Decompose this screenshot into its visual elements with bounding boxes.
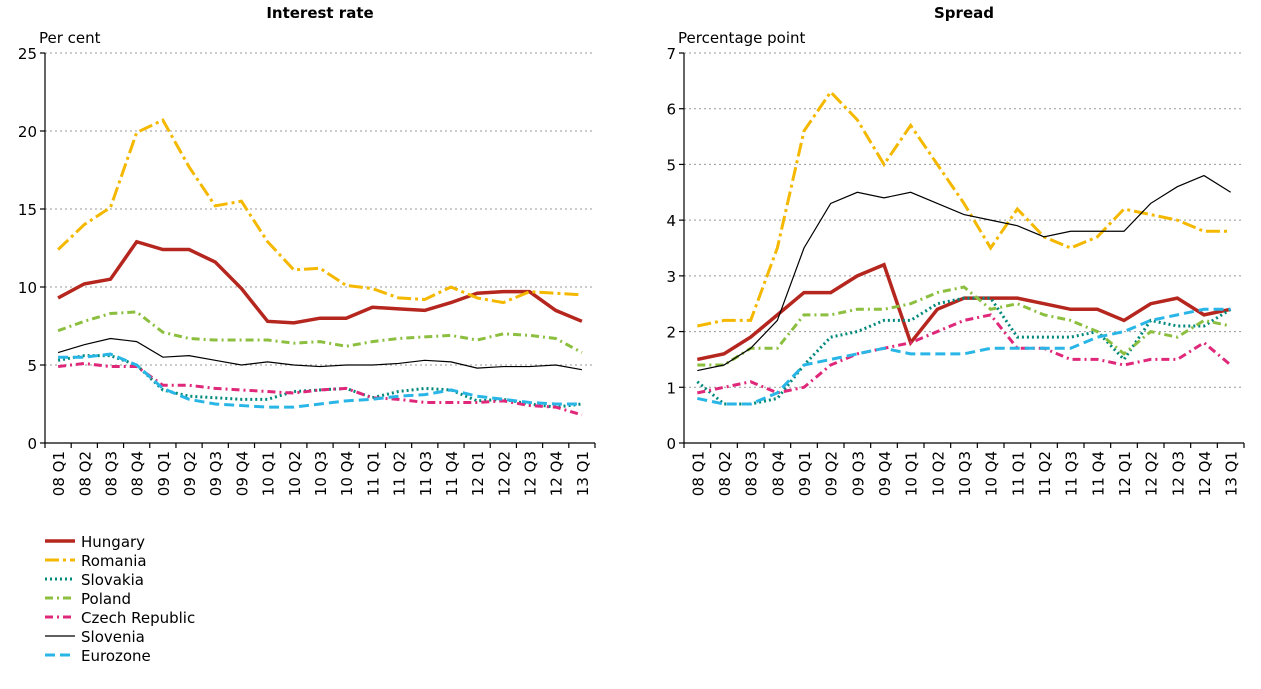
x-tick-label: 08 Q3 <box>102 451 120 496</box>
y-tick-label: 0 <box>27 435 37 453</box>
x-tick-label: 09 Q1 <box>155 451 173 496</box>
y-tick-label: 0 <box>666 435 676 453</box>
y-axis-label: Per cent <box>39 29 101 47</box>
y-tick-label: 7 <box>666 45 676 63</box>
series-line <box>697 174 1231 372</box>
x-tick-label: 10 Q1 <box>903 451 921 496</box>
x-tick-label: 08 Q4 <box>129 451 147 496</box>
y-tick-label: 5 <box>666 156 676 174</box>
x-tick-label: 09 Q4 <box>876 451 894 496</box>
series-line <box>57 118 582 305</box>
y-tick-label: 20 <box>18 123 37 141</box>
legend-label: Slovenia <box>81 628 145 646</box>
x-tick-label: 09 Q2 <box>823 451 841 496</box>
x-tick-label: 08 Q1 <box>50 451 68 496</box>
x-tick-label: 08 Q1 <box>689 451 707 496</box>
y-tick-label: 1 <box>666 379 676 397</box>
legend-label: Czech Republic <box>81 609 195 627</box>
x-tick-label: 10 Q2 <box>929 451 947 496</box>
series-line <box>57 310 583 354</box>
x-tick-label: 11 Q2 <box>1036 451 1054 496</box>
x-tick-label: 09 Q3 <box>207 451 225 496</box>
chart-title: Interest rate <box>266 4 373 22</box>
x-tick-label: 10 Q1 <box>260 451 278 496</box>
y-tick-label: 4 <box>666 212 676 230</box>
x-tick-label: 13 Q1 <box>1223 451 1241 496</box>
x-tick-label: 11 Q4 <box>1089 451 1107 496</box>
y-axis-label: Percentage point <box>678 29 806 47</box>
series-line <box>697 89 1231 328</box>
chart-title: Spread <box>934 4 994 22</box>
x-tick-label: 10 Q3 <box>312 451 330 496</box>
legend-label: Slovakia <box>81 571 144 589</box>
x-tick-label: 12 Q2 <box>495 451 513 496</box>
x-tick-label: 08 Q3 <box>743 451 761 496</box>
x-tick-label: 11 Q1 <box>364 451 382 496</box>
y-tick-label: 25 <box>18 45 37 63</box>
x-tick-label: 12 Q4 <box>548 451 566 496</box>
series-line <box>57 361 583 417</box>
series-line <box>697 285 1231 367</box>
x-tick-label: 11 Q2 <box>391 451 409 496</box>
x-tick-label: 11 Q1 <box>1009 451 1027 496</box>
x-tick-label: 11 Q3 <box>417 451 435 496</box>
y-tick-label: 10 <box>18 279 37 297</box>
series-line <box>697 307 1231 406</box>
series-line <box>696 296 1232 406</box>
x-tick-label: 12 Q4 <box>1196 451 1214 496</box>
y-tick-label: 15 <box>18 201 37 219</box>
x-tick-label: 09 Q2 <box>181 451 199 496</box>
x-tick-label: 12 Q3 <box>1169 451 1187 496</box>
series-line <box>696 262 1232 362</box>
x-tick-label: 10 Q4 <box>983 451 1001 496</box>
y-tick-label: 2 <box>666 324 676 342</box>
x-tick-label: 09 Q3 <box>849 451 867 496</box>
x-tick-label: 10 Q3 <box>956 451 974 496</box>
series-line <box>58 352 582 409</box>
legend-label: Romania <box>81 552 147 570</box>
series-line <box>697 313 1232 395</box>
x-tick-label: 08 Q2 <box>716 451 734 496</box>
series-line <box>57 337 583 371</box>
y-tick-label: 5 <box>27 357 37 375</box>
x-tick-label: 12 Q1 <box>469 451 487 496</box>
legend-label: Hungary <box>81 533 145 551</box>
x-tick-label: 12 Q3 <box>522 451 540 496</box>
x-tick-label: 11 Q3 <box>1063 451 1081 496</box>
legend-label: Eurozone <box>81 647 151 665</box>
x-tick-label: 09 Q1 <box>796 451 814 496</box>
series-line <box>57 354 583 409</box>
x-tick-label: 12 Q1 <box>1116 451 1134 496</box>
y-tick-label: 3 <box>666 268 676 286</box>
legend-label: Poland <box>81 590 131 608</box>
x-tick-label: 08 Q2 <box>76 451 94 496</box>
y-tick-label: 6 <box>666 101 676 119</box>
x-tick-label: 09 Q4 <box>233 451 251 496</box>
x-tick-label: 11 Q4 <box>443 451 461 496</box>
x-tick-label: 10 Q2 <box>286 451 304 496</box>
x-tick-label: 12 Q2 <box>1143 451 1161 496</box>
x-tick-label: 13 Q1 <box>574 451 592 496</box>
x-tick-label: 10 Q4 <box>338 451 356 496</box>
series-line <box>57 239 583 325</box>
x-tick-label: 08 Q4 <box>769 451 787 496</box>
